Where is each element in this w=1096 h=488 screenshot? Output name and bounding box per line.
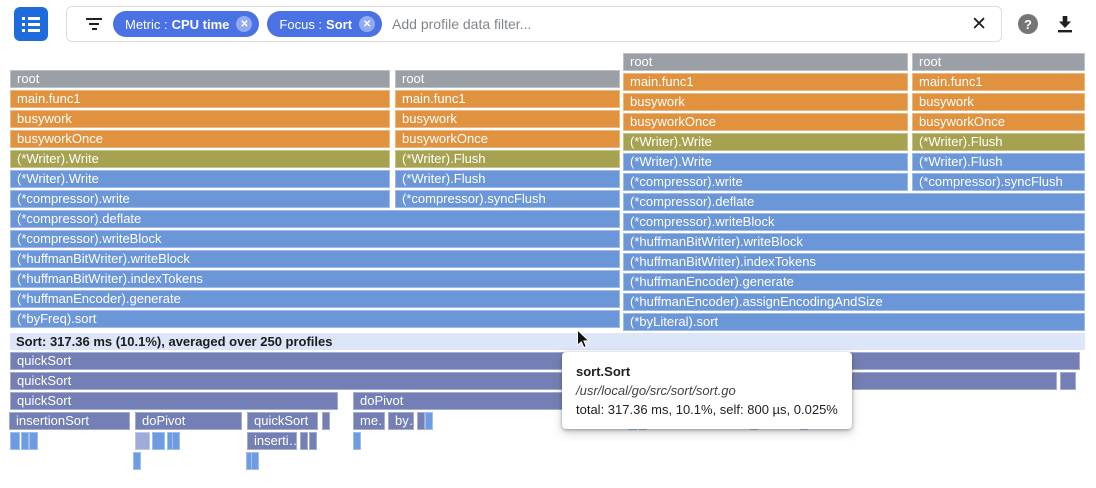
toolbar: Metric : CPU time ✕ Focus : Sort ✕ ✕ ?: [0, 0, 1096, 48]
flame-cell[interactable]: busyworkOnce: [395, 130, 620, 148]
download-icon: [1058, 16, 1072, 33]
flame-cell[interactable]: quickSort: [247, 412, 318, 430]
flame-cell[interactable]: (*compressor).deflate: [10, 210, 620, 228]
circle-x-icon[interactable]: ✕: [236, 16, 253, 32]
flame-cell[interactable]: (*Writer).Flush: [912, 133, 1085, 151]
flame-cell[interactable]: busywork: [623, 93, 908, 111]
chip-value: CPU time: [171, 16, 230, 32]
filter-bar[interactable]: Metric : CPU time ✕ Focus : Sort ✕ ✕: [66, 6, 1002, 42]
chip-label: Metric :: [125, 16, 168, 32]
flame-fragment[interactable]: [29, 432, 38, 450]
flame-fragment[interactable]: [353, 432, 361, 450]
flame-cell[interactable]: insertionSort: [9, 412, 130, 430]
flame-cell[interactable]: main.func1: [395, 90, 620, 108]
mouse-cursor: [577, 329, 591, 349]
flame-fragment[interactable]: [309, 432, 317, 450]
flame-cell[interactable]: (*huffmanEncoder).generate: [623, 273, 1085, 291]
flame-cell[interactable]: (*byFreq).sort: [10, 310, 620, 328]
circle-x-icon[interactable]: ✕: [359, 16, 376, 32]
flame-cell[interactable]: doPivot: [135, 412, 242, 430]
flame-cell[interactable]: (*compressor).write: [623, 173, 908, 191]
flame-cell[interactable]: (*Writer).Write: [623, 153, 908, 171]
flame-cell[interactable]: quickSort: [10, 352, 1080, 370]
chip-value: Sort: [326, 16, 353, 32]
flame-cell[interactable]: (*Writer).Write: [10, 170, 390, 188]
flame-cell[interactable]: quickSort: [10, 392, 338, 410]
filter-input[interactable]: [390, 15, 968, 33]
view-list-button[interactable]: [14, 7, 48, 41]
view-list-icon: [22, 16, 40, 32]
chip-metric[interactable]: Metric : CPU time ✕: [113, 11, 260, 37]
flame-cell[interactable]: (*Writer).Flush: [395, 150, 620, 168]
flame-cell[interactable]: root: [912, 53, 1085, 71]
download-button[interactable]: [1053, 12, 1077, 36]
flame-cell[interactable]: me…: [353, 412, 385, 430]
chip-focus[interactable]: Focus : Sort ✕: [267, 11, 383, 37]
flame-cell[interactable]: (*Writer).Flush: [912, 153, 1085, 171]
tooltip-function-name: sort.Sort: [576, 364, 631, 379]
flame-cell[interactable]: (*compressor).deflate: [623, 193, 1085, 211]
flame-cell[interactable]: busywork: [10, 110, 390, 128]
flame-fragment[interactable]: [1060, 372, 1076, 390]
flame-cell[interactable]: (*Writer).Write: [10, 150, 390, 168]
chip-label: Focus :: [279, 16, 323, 32]
help-button[interactable]: ?: [1018, 14, 1038, 34]
flame-cell[interactable]: by…: [388, 412, 414, 430]
flame-cell[interactable]: (*huffmanBitWriter).writeBlock: [623, 233, 1085, 251]
flame-cell[interactable]: (*byLiteral).sort: [623, 313, 1085, 331]
flame-cell[interactable]: (*Writer).Write: [623, 133, 908, 151]
flame-fragment[interactable]: [133, 452, 141, 470]
flame-cell[interactable]: (*huffmanBitWriter).writeBlock: [10, 250, 620, 268]
flame-cell[interactable]: busywork: [912, 93, 1085, 111]
flame-cell[interactable]: (*Writer).Flush: [395, 170, 620, 188]
flame-cell[interactable]: main.func1: [10, 90, 390, 108]
sort-focus-banner[interactable]: Sort: 317.36 ms (10.1%), averaged over 2…: [10, 333, 1085, 350]
flame-cell[interactable]: root: [10, 70, 390, 88]
flame-fragment[interactable]: [10, 432, 20, 450]
flame-cell[interactable]: inserti…: [247, 432, 297, 450]
flame-cell[interactable]: (*compressor).writeBlock: [10, 230, 620, 248]
flame-fragment[interactable]: [21, 432, 29, 450]
flame-cell[interactable]: (*huffmanBitWriter).indexTokens: [623, 253, 1085, 271]
flame-fragment[interactable]: [417, 412, 425, 430]
flame-fragment[interactable]: [300, 432, 308, 450]
flame-cell[interactable]: busyworkOnce: [10, 130, 390, 148]
clear-filters-button[interactable]: ✕: [967, 15, 991, 34]
filter-list-icon: [85, 18, 103, 30]
flame-cell[interactable]: (*huffmanBitWriter).indexTokens: [10, 270, 620, 288]
tooltip-stats: total: 317.36 ms, 10.1%, self: 800 µs, 0…: [576, 402, 838, 417]
flame-cell[interactable]: root: [395, 70, 620, 88]
flame-cell[interactable]: (*compressor).writeBlock: [623, 213, 1085, 231]
flame-fragment[interactable]: [152, 432, 165, 450]
flame-fragment[interactable]: [322, 412, 330, 430]
flame-cell[interactable]: (*huffmanEncoder).generate: [10, 290, 620, 308]
flame-cell[interactable]: (*compressor).syncFlush: [912, 173, 1085, 191]
flame-cell[interactable]: main.func1: [912, 73, 1085, 91]
flame-fragment[interactable]: [135, 432, 150, 450]
flame-cell[interactable]: busyworkOnce: [912, 113, 1085, 131]
flame-cell[interactable]: (*compressor).syncFlush: [395, 190, 620, 208]
tooltip: sort.Sort /usr/local/go/src/sort/sort.go…: [562, 352, 852, 429]
flame-cell[interactable]: quickSort: [10, 372, 1057, 390]
flame-cell[interactable]: (*huffmanEncoder).assignEncodingAndSize: [623, 293, 1085, 311]
flame-fragment[interactable]: [425, 412, 433, 430]
flame-cell[interactable]: root: [623, 53, 908, 71]
flame-fragment[interactable]: [172, 432, 180, 450]
flame-cell[interactable]: busyworkOnce: [623, 113, 908, 131]
flame-cell[interactable]: (*compressor).write: [10, 190, 390, 208]
tooltip-source-path: /usr/local/go/src/sort/sort.go: [576, 383, 736, 398]
flame-cell[interactable]: busywork: [395, 110, 620, 128]
flame-fragment[interactable]: [251, 452, 259, 470]
flame-cell[interactable]: main.func1: [623, 73, 908, 91]
